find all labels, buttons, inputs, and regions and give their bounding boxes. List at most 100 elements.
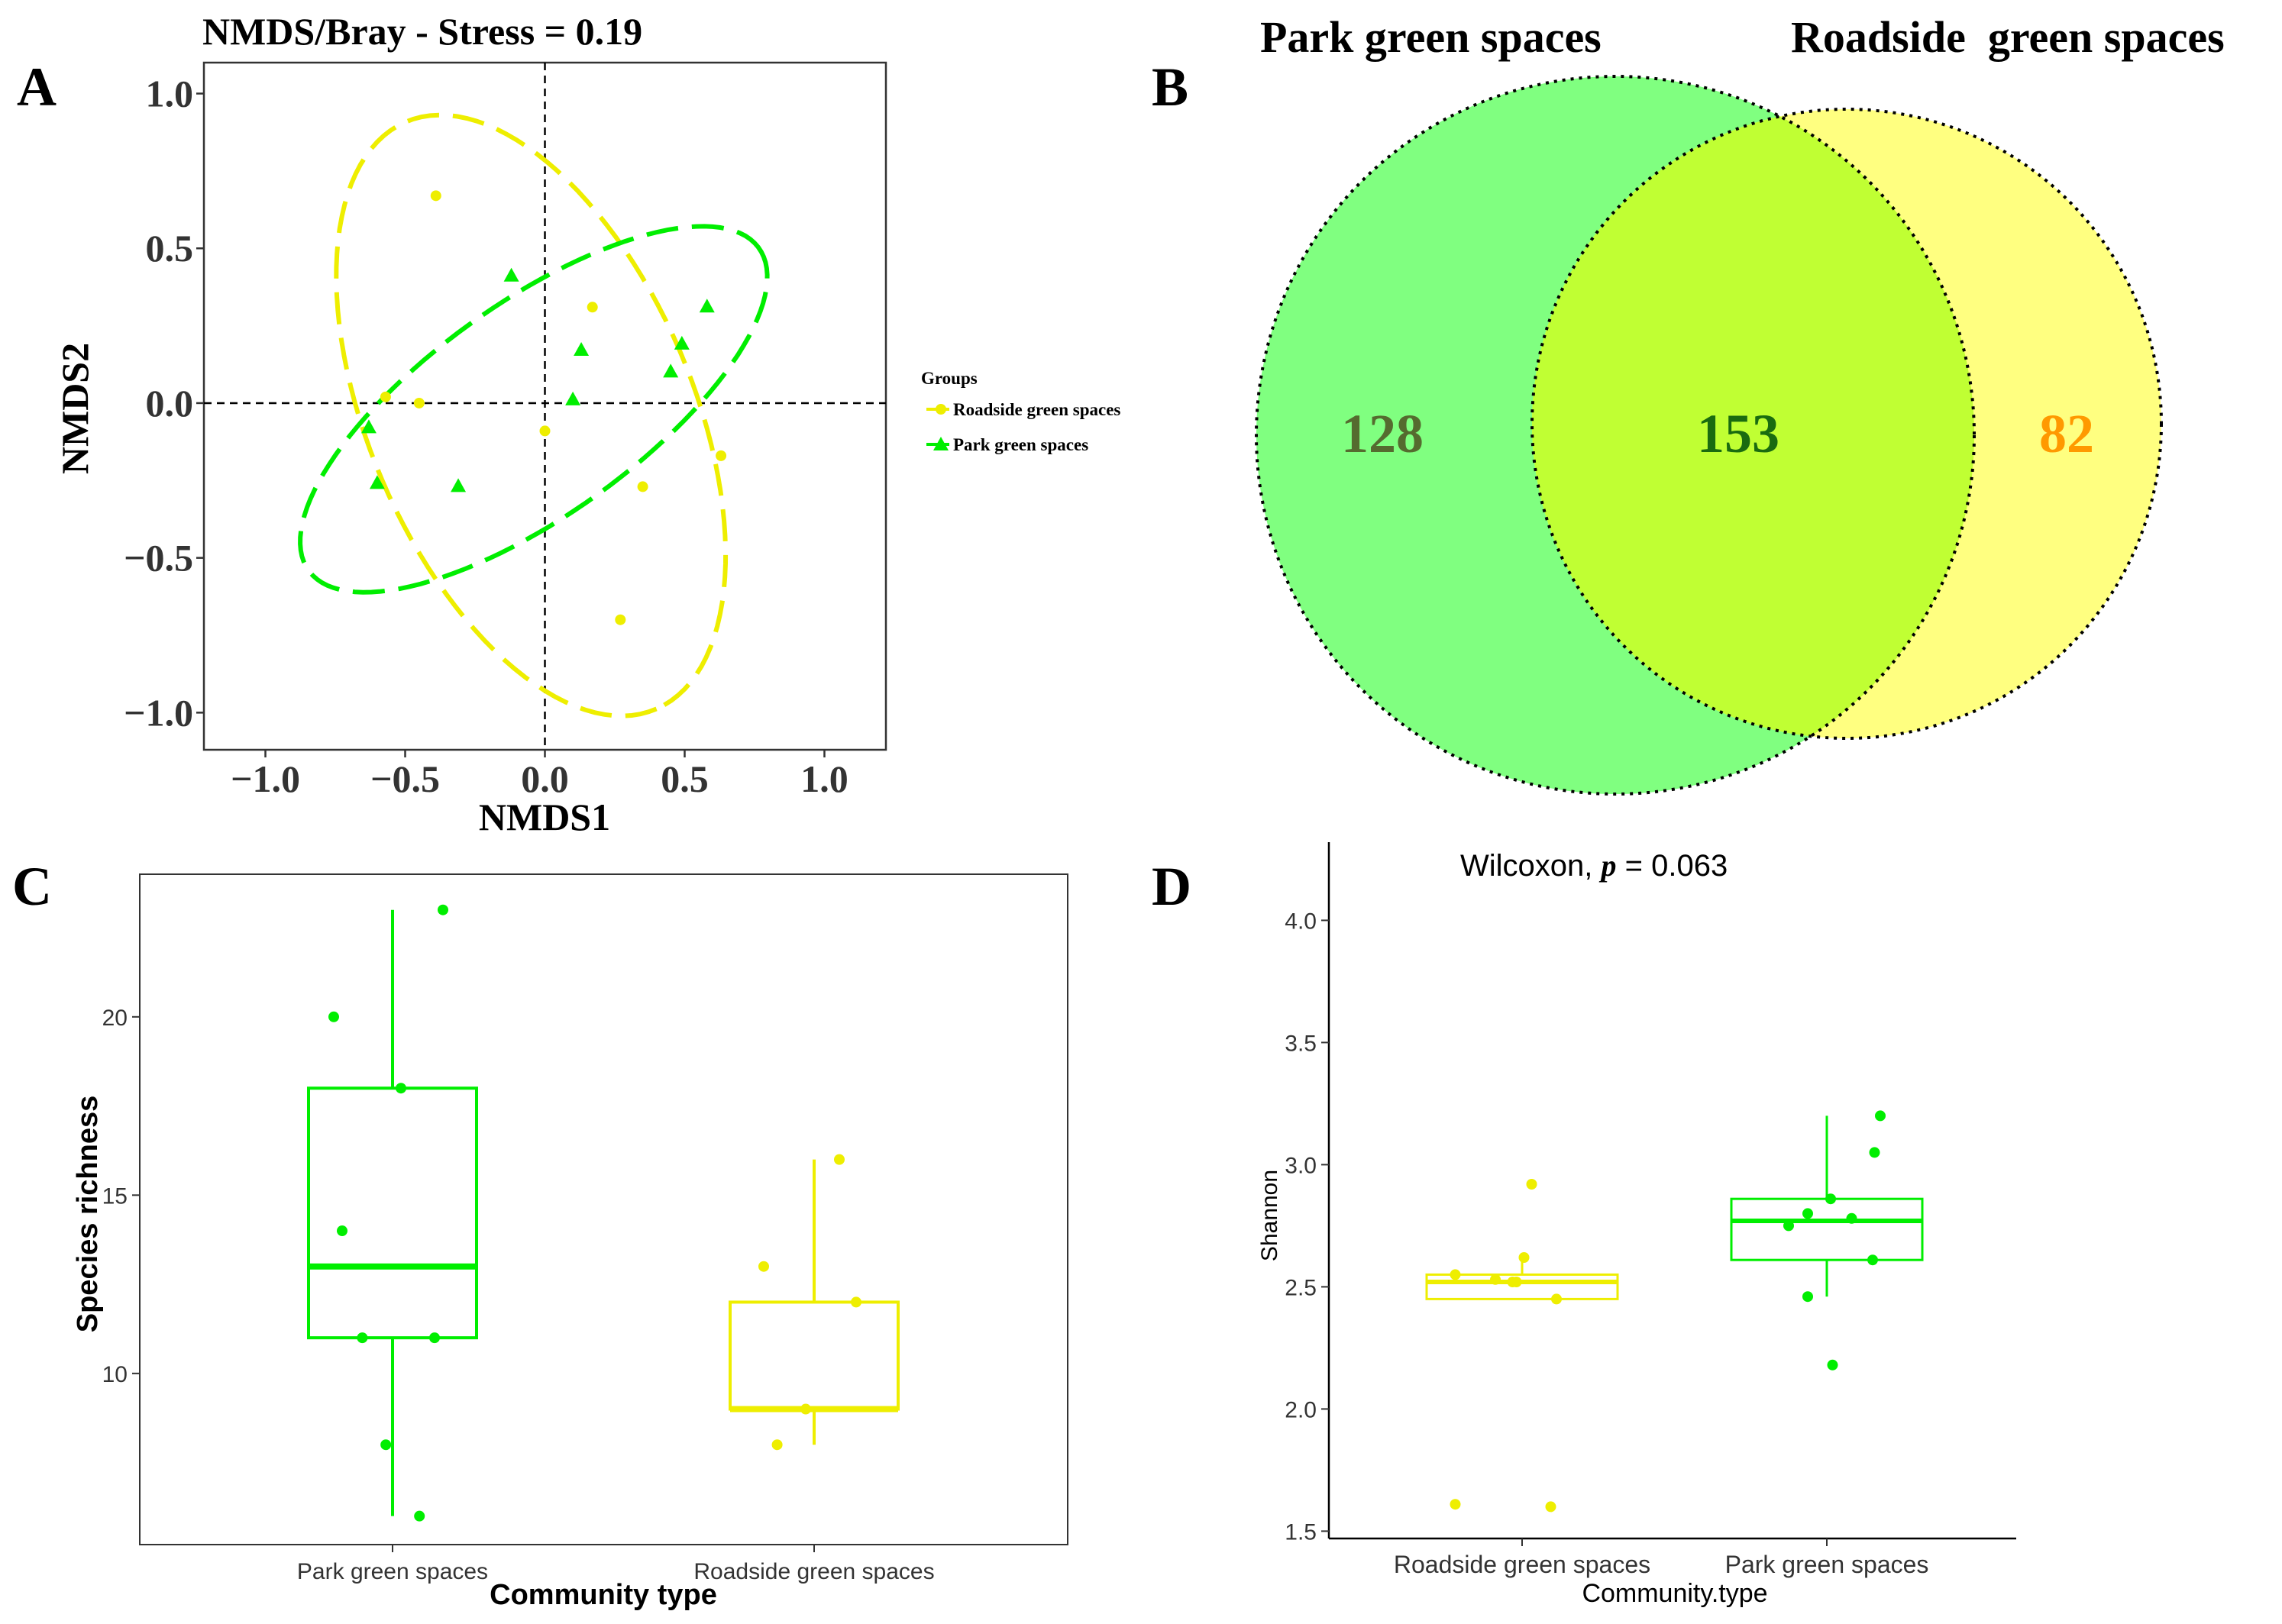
shannon-y-ticks: 1.5 2.0 2.5 3.0 3.5 4.0: [1285, 909, 1329, 1545]
nmds-x-tick-label: 1.0: [800, 757, 848, 800]
nmds-x-tick-label: 0.5: [661, 757, 709, 800]
shannon-x-tick-label: Roadside green spaces: [1394, 1551, 1650, 1578]
shannon-point-park: [1869, 1147, 1880, 1158]
shannon-point-roadside: [1545, 1501, 1556, 1513]
venn-count-shared: 153: [1697, 403, 1779, 464]
panel-c: C 10 15 20 Park green spaces Roadside green…: [12, 856, 1068, 1611]
shannon-point-roadside: [1551, 1293, 1562, 1305]
shannon-y-tick-label: 3.0: [1285, 1153, 1317, 1178]
shannon-boxes: [1425, 1110, 1924, 1513]
shannon-point-park: [1802, 1208, 1813, 1219]
shannon-point-roadside: [1450, 1269, 1461, 1280]
shannon-x-axis-label: Community.type: [1582, 1579, 1767, 1608]
richness-point-park: [380, 1439, 392, 1451]
nmds-x-ticks: −1.0 −0.5 0.0 0.5 1.0: [231, 750, 848, 800]
richness-point-roadside: [800, 1403, 811, 1415]
richness-point-roadside: [758, 1261, 769, 1272]
shannon-point-park: [1825, 1193, 1836, 1205]
nmds-point-park: [574, 342, 590, 357]
venn-count-park-only: 128: [1341, 403, 1424, 464]
nmds-y-tick-label: 1.0: [146, 73, 194, 115]
nmds-ellipse-roadside: [334, 112, 729, 718]
legend-roadside-label: Roadside green spaces: [953, 400, 1120, 419]
panel-a-letter: A: [17, 57, 57, 118]
shannon-point-roadside: [1507, 1277, 1518, 1287]
nmds-point-park: [663, 363, 679, 378]
wilcoxon-p-symbol: p: [1599, 848, 1617, 883]
shannon-point-roadside: [1518, 1252, 1530, 1263]
venn-set-label-roadside: Roadside green spaces: [1791, 12, 2225, 62]
richness-y-tick-label: 20: [102, 1006, 128, 1031]
nmds-point-roadside: [587, 302, 598, 313]
nmds-reference-lines: [204, 63, 886, 750]
nmds-y-tick-label: −1.0: [124, 691, 193, 734]
shannon-y-tick-label: 4.0: [1285, 909, 1317, 934]
nmds-x-tick-label: −0.5: [370, 757, 440, 800]
nmds-y-axis-label: NMDS2: [53, 343, 96, 474]
panel-a: A NMDS/Bray - Stress = 0.19 −1.0 −0.5 0.0 0…: [17, 10, 1120, 838]
nmds-point-park: [360, 419, 377, 434]
nmds-point-roadside: [716, 450, 727, 461]
richness-point-park: [337, 1225, 347, 1237]
richness-point-park: [429, 1332, 440, 1344]
richness-x-axis-label: Community type: [490, 1579, 717, 1611]
richness-y-tick-label: 10: [102, 1362, 128, 1387]
shannon-point-park: [1802, 1291, 1813, 1303]
nmds-ellipses: [298, 112, 770, 718]
richness-box-roadside: [729, 1300, 900, 1411]
panel-b-letter: B: [1152, 57, 1188, 118]
shannon-box-roadside: [1425, 1273, 1619, 1300]
richness-boxes: [307, 904, 900, 1522]
venn-outline-park: [1255, 75, 1976, 796]
nmds-y-ticks: −1.0 −0.5 0.0 0.5 1.0: [124, 73, 204, 734]
richness-point-park: [328, 1011, 339, 1022]
panel-d-letter: D: [1152, 856, 1191, 917]
shannon-point-roadside: [1450, 1499, 1461, 1510]
nmds-point-park: [503, 267, 519, 282]
nmds-point-park: [565, 391, 581, 405]
richness-point-park: [414, 1510, 425, 1522]
panel-d: D Wilcoxon, p = 0.063 1.5 2.0 2.5 3.0 3.5 4.0…: [1152, 842, 2016, 1608]
nmds-point-roadside: [413, 397, 425, 408]
richness-y-axis-label: Species richness: [72, 1096, 104, 1333]
nmds-title: NMDS/Bray - Stress = 0.19: [202, 10, 642, 53]
richness-point-roadside: [771, 1439, 783, 1451]
nmds-point-roadside: [539, 425, 551, 437]
richness-x-ticks: Park green spaces Roadside green spaces: [297, 1545, 935, 1584]
shannon-y-tick-label: 3.5: [1285, 1031, 1317, 1056]
richness-point-roadside: [834, 1154, 845, 1165]
richness-y-ticks: 10 15 20: [102, 1006, 140, 1387]
nmds-y-tick-label: −0.5: [124, 537, 193, 580]
venn-set-label-park: Park green spaces: [1260, 12, 1602, 62]
nmds-point-park: [451, 478, 467, 492]
shannon-x-ticks: Roadside green spaces Park green spaces: [1394, 1538, 1929, 1578]
nmds-point-roadside: [430, 190, 441, 202]
venn-outline-roadside: [1530, 108, 2163, 740]
richness-box-park: [307, 1086, 478, 1340]
nmds-x-tick-label: 0.0: [521, 757, 569, 800]
nmds-point-park: [369, 475, 385, 489]
shannon-y-tick-label: 1.5: [1285, 1519, 1317, 1545]
wilcoxon-prefix: Wilcoxon,: [1460, 849, 1602, 883]
shannon-point-park: [1875, 1110, 1886, 1122]
nmds-point-roadside: [615, 614, 626, 625]
wilcoxon-annotation: Wilcoxon, p = 0.063: [1460, 848, 1728, 883]
nmds-point-park: [674, 335, 690, 350]
shannon-point-park: [1783, 1220, 1794, 1232]
legend-title: Groups: [921, 369, 978, 388]
shannon-point-park: [1827, 1359, 1838, 1371]
shannon-point-park: [1867, 1254, 1878, 1266]
shannon-point-roadside: [1490, 1274, 1501, 1285]
nmds-points: [360, 190, 727, 625]
shannon-y-tick-label: 2.0: [1285, 1397, 1317, 1422]
nmds-legend: Groups Roadside green spaces Park green …: [921, 369, 1120, 454]
shannon-x-tick-label: Park green spaces: [1725, 1551, 1929, 1578]
richness-x-tick-label: Roadside green spaces: [693, 1559, 934, 1584]
shannon-point-park: [1846, 1212, 1857, 1224]
nmds-point-roadside: [380, 391, 391, 402]
legend-park-label: Park green spaces: [953, 435, 1088, 454]
venn-count-roadside-only: 82: [2039, 403, 2094, 464]
venn-overlap-region: [1532, 109, 1974, 738]
shannon-y-tick-label: 2.5: [1285, 1275, 1317, 1300]
